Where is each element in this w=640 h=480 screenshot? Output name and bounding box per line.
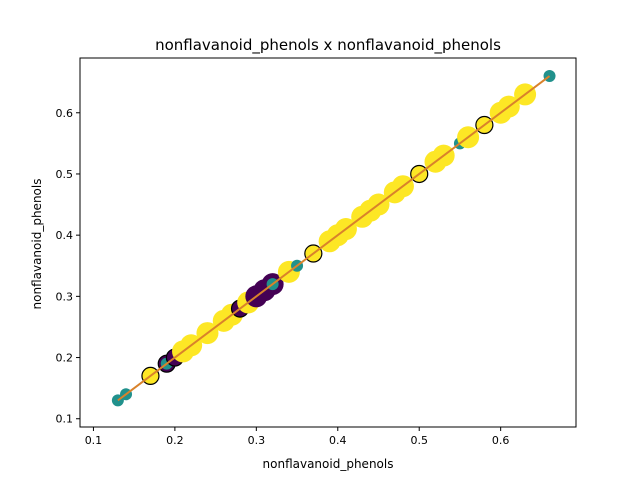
y-tick-label-5: 0.6	[56, 107, 74, 120]
x-tick-label-0: 0.1	[85, 434, 103, 447]
axes: 0.1 0.2 0.3 0.4 0.5 0.6 0.1 0.2 0.3 0.4 0.5 0.6	[56, 57, 577, 447]
plot-area	[111, 70, 556, 407]
y-tick-label-4: 0.5	[56, 168, 74, 181]
y-tick-label-3: 0.4	[56, 229, 74, 242]
y-axis-label: nonflavanoid_phenols	[30, 179, 44, 310]
x-axis-label: nonflavanoid_phenols	[263, 457, 394, 471]
chart-title: nonflavanoid_phenols x nonflavanoid_phen…	[155, 36, 501, 55]
x-tick-label-1: 0.2	[166, 434, 184, 447]
y-tick-label-2: 0.3	[56, 290, 74, 303]
x-tick-label-5: 0.6	[492, 434, 510, 447]
x-tick-label-4: 0.5	[410, 434, 428, 447]
y-tick-label-0: 0.1	[56, 413, 74, 426]
x-tick-label-3: 0.4	[329, 434, 347, 447]
plot-frame	[79, 57, 577, 428]
y-tick-label-1: 0.2	[56, 352, 74, 365]
x-tick-label-2: 0.3	[248, 434, 266, 447]
fit-line	[117, 75, 551, 402]
